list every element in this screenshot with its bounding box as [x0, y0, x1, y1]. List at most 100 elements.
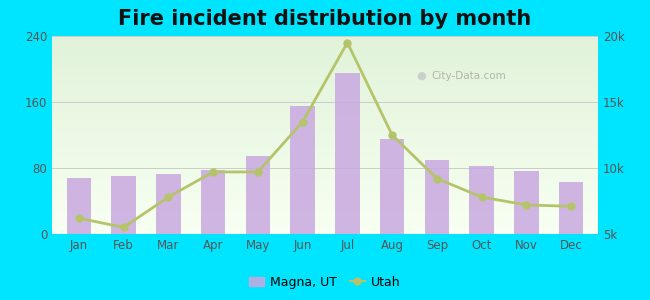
Bar [52, 175, 598, 176]
Bar [52, 70, 598, 71]
Bar [52, 233, 598, 234]
Bar [52, 44, 598, 45]
Bar [52, 57, 598, 58]
Bar [52, 72, 598, 73]
Bar [52, 120, 598, 121]
Bar [52, 91, 598, 92]
Bar [52, 126, 598, 127]
Bar [52, 131, 598, 132]
Bar [52, 149, 598, 150]
Bar [52, 55, 598, 56]
Bar [52, 159, 598, 160]
Bar [52, 153, 598, 154]
Bar [291, 106, 315, 234]
Bar [380, 139, 404, 234]
Bar [52, 51, 598, 52]
Bar [52, 164, 598, 165]
Bar [52, 208, 598, 209]
Bar [52, 169, 598, 170]
Bar [52, 146, 598, 147]
Bar [52, 217, 598, 218]
Bar [52, 50, 598, 51]
Bar [424, 160, 449, 234]
Bar [52, 167, 598, 168]
Bar [52, 60, 598, 61]
Text: ●: ● [417, 70, 426, 81]
Bar [52, 54, 598, 55]
Bar [52, 113, 598, 114]
Bar [52, 102, 598, 103]
Bar [52, 150, 598, 151]
Bar [246, 156, 270, 234]
Bar [52, 227, 598, 228]
Bar [52, 143, 598, 144]
Bar [52, 82, 598, 83]
Bar [52, 79, 598, 80]
Bar [52, 181, 598, 182]
Bar [52, 105, 598, 106]
Bar [52, 148, 598, 149]
Bar [52, 231, 598, 232]
Bar [52, 215, 598, 216]
Bar [52, 81, 598, 82]
Bar [559, 182, 584, 234]
Bar [52, 86, 598, 88]
Bar [52, 45, 598, 46]
Bar [52, 41, 598, 42]
Bar [335, 73, 359, 234]
Bar [52, 116, 598, 117]
Bar [52, 40, 598, 41]
Bar [52, 168, 598, 169]
Bar [201, 170, 226, 234]
Bar [52, 37, 598, 38]
Bar [52, 221, 598, 222]
Bar [52, 152, 598, 153]
Bar [52, 47, 598, 48]
Bar [52, 43, 598, 44]
Bar [52, 111, 598, 112]
Bar [52, 65, 598, 66]
Bar [52, 195, 598, 196]
Bar [52, 112, 598, 113]
Bar [52, 214, 598, 215]
Bar [52, 204, 598, 205]
Bar [52, 184, 598, 185]
Bar [52, 156, 598, 157]
Bar [52, 197, 598, 198]
Bar [52, 76, 598, 78]
Bar [52, 62, 598, 63]
Bar [52, 74, 598, 75]
Bar [52, 128, 598, 129]
Bar [52, 70, 598, 72]
Bar [52, 202, 598, 203]
Bar [52, 59, 598, 60]
Bar [52, 63, 598, 64]
Bar [52, 190, 598, 191]
Bar [52, 78, 598, 79]
Bar [52, 222, 598, 223]
Bar [52, 89, 598, 91]
Bar [52, 109, 598, 110]
Bar [52, 157, 598, 158]
Bar [52, 178, 598, 179]
Bar [52, 124, 598, 125]
Bar [52, 171, 598, 172]
Bar [52, 200, 598, 201]
Bar [52, 127, 598, 128]
Bar [52, 68, 598, 69]
Bar [52, 198, 598, 199]
Bar [52, 144, 598, 145]
Bar [52, 85, 598, 86]
Bar [52, 53, 598, 54]
Bar [52, 61, 598, 62]
Bar [52, 83, 598, 85]
Bar [52, 203, 598, 204]
Bar [52, 114, 598, 115]
Bar [52, 118, 598, 119]
Bar [52, 219, 598, 220]
Bar [52, 136, 598, 137]
Bar [52, 211, 598, 212]
Bar [52, 147, 598, 148]
Bar [52, 117, 598, 118]
Bar [52, 199, 598, 200]
